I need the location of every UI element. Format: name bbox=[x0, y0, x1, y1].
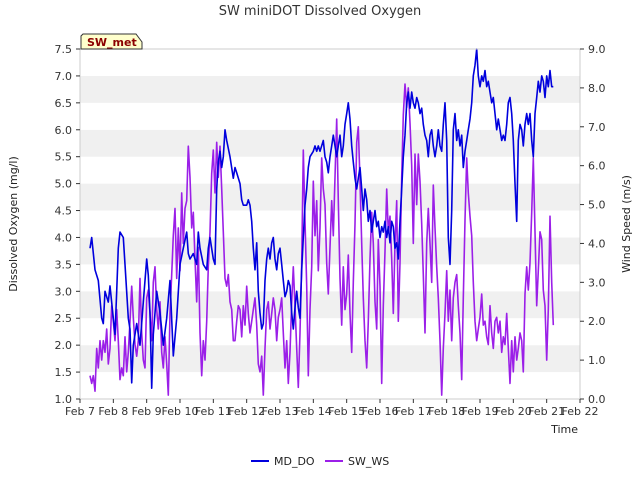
grid-bands bbox=[80, 49, 580, 399]
y-left-tick-label: 7.5 bbox=[55, 43, 73, 56]
y-left-tick-label: 4.0 bbox=[55, 231, 73, 244]
grid-band bbox=[80, 102, 580, 130]
x-tick-label: Feb 10 bbox=[162, 405, 199, 418]
grid-band bbox=[80, 291, 580, 319]
legend: MD_DO SW_WS bbox=[251, 455, 389, 468]
x-tick-label: Feb 18 bbox=[428, 405, 465, 418]
station-label: SW_met bbox=[80, 33, 143, 50]
x-tick-label: Feb 20 bbox=[495, 405, 532, 418]
x-tick-label: Feb 15 bbox=[328, 405, 365, 418]
y-left-tick-label: 1.5 bbox=[55, 366, 73, 379]
legend-label-md-do: MD_DO bbox=[274, 455, 315, 468]
y-left-tick-label: 4.5 bbox=[55, 205, 73, 218]
y-right-tick-label: 8.0 bbox=[588, 82, 606, 95]
x-tick-label: Feb 7 bbox=[65, 405, 95, 418]
station-label-box bbox=[80, 33, 143, 50]
y-right-tick-label: 1.0 bbox=[588, 354, 606, 367]
y-left-tick-label: 1.0 bbox=[55, 393, 73, 406]
x-tick-label: Feb 11 bbox=[195, 405, 232, 418]
station-label-text: SW_met bbox=[87, 36, 137, 49]
y-right-tick-label: 0.0 bbox=[588, 393, 606, 406]
y-right-tick-label: 2.0 bbox=[588, 315, 606, 328]
y-right-tick-label: 6.0 bbox=[588, 160, 606, 173]
x-tick-label: Feb 22 bbox=[562, 405, 599, 418]
x-tick-label: Feb 21 bbox=[528, 405, 565, 418]
x-tick-label: Feb 16 bbox=[362, 405, 399, 418]
x-tick-label: Feb 14 bbox=[295, 405, 332, 418]
grid-band bbox=[80, 75, 580, 103]
y-left-tick-label: 6.5 bbox=[55, 97, 73, 110]
y-left-tick-label: 7.0 bbox=[55, 70, 73, 83]
series-layer bbox=[89, 48, 555, 396]
grid-band bbox=[80, 345, 580, 373]
x-tick-label: Feb 12 bbox=[228, 405, 265, 418]
x-tick-label: Feb 9 bbox=[132, 405, 162, 418]
x-tick-label: Feb 13 bbox=[262, 405, 299, 418]
chart-title: SW miniDOT Dissolved Oxygen bbox=[219, 4, 422, 19]
y-axis-right: 0.0 1.0 2.0 3.0 4.0 5.0 6.0 7.0 8.0 9.0 bbox=[580, 43, 606, 406]
x-axis-title: Time bbox=[550, 423, 578, 436]
y-right-tick-label: 7.0 bbox=[588, 121, 606, 134]
grid-band bbox=[80, 372, 580, 399]
y-left-tick-label: 6.0 bbox=[55, 124, 73, 137]
series-line-md-do bbox=[89, 48, 554, 389]
grid-band bbox=[80, 49, 580, 76]
x-tick-label: Feb 19 bbox=[462, 405, 499, 418]
y-left-tick-label: 2.0 bbox=[55, 339, 73, 352]
series-line-sw-ws bbox=[89, 83, 555, 396]
plot-frame bbox=[79, 48, 581, 400]
y-axis-left-title: Dissolved Oxygen (mg/l) bbox=[7, 156, 20, 291]
y-left-tick-label: 5.0 bbox=[55, 178, 73, 191]
y-axis-left: 1.0 1.5 2.0 2.5 3.0 3.5 4.0 4.5 5.0 5.5 6.0 6.5 7.0 7… bbox=[55, 43, 80, 406]
legend-label-sw-ws: SW_WS bbox=[348, 455, 389, 468]
y-left-tick-label: 3.5 bbox=[55, 258, 73, 271]
y-left-tick-label: 3.0 bbox=[55, 285, 73, 298]
grid-band bbox=[80, 183, 580, 211]
x-tick-label: Feb 17 bbox=[395, 405, 432, 418]
y-left-tick-label: 2.5 bbox=[55, 312, 73, 325]
y-axis-right-title: Wind Speed (m/s) bbox=[620, 175, 633, 273]
y-left-tick-label: 5.5 bbox=[55, 151, 73, 164]
x-tick-label: Feb 8 bbox=[98, 405, 128, 418]
y-right-tick-label: 9.0 bbox=[588, 43, 606, 56]
y-right-tick-label: 3.0 bbox=[588, 276, 606, 289]
y-right-tick-label: 4.0 bbox=[588, 237, 606, 250]
y-right-tick-label: 5.0 bbox=[588, 199, 606, 212]
